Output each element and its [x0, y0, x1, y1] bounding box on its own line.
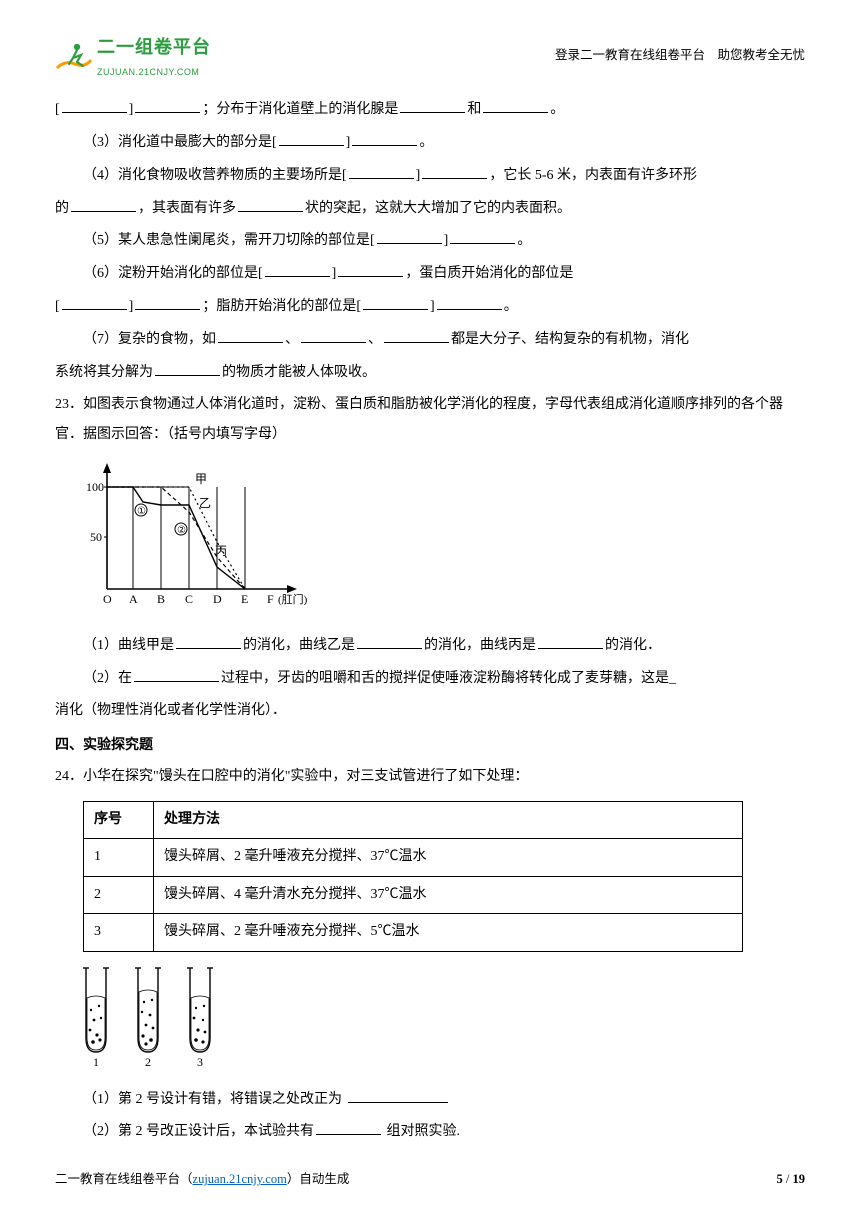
ytick-100: 100 [86, 480, 104, 494]
test-tube-3: 3 [187, 968, 213, 1069]
q22-p6a: （6）淀粉开始消化的部位是[]，蛋白质开始消化的部位是 [55, 259, 805, 290]
q23-p2: （2）在过程中，牙齿的咀嚼和舌的搅拌促使唾液淀粉酶将转化成了麦芽糖，这是_ [55, 664, 805, 695]
q24-tubes: 1 2 [72, 960, 805, 1081]
col-seq: 序号 [84, 801, 154, 839]
svg-text:A: A [129, 592, 138, 606]
svg-text:①: ① [137, 506, 146, 517]
svg-text:丙: 丙 [215, 544, 227, 558]
svg-text:②: ② [177, 525, 186, 536]
q24-stem: 24．小华在探究"馒头在口腔中的消化"实验中，对三支试管进行了如下处理： [55, 762, 805, 793]
q22-p4b: 的，其表面有许多状的突起，这就大大增加了它的内表面积。 [55, 194, 805, 225]
footer-left: 二一教育在线组卷平台（zujuan.21cnjy.com）自动生成 [55, 1168, 349, 1192]
svg-text:甲: 甲 [195, 472, 207, 486]
footer-page: 5 / 19 [777, 1168, 805, 1192]
section4-title: 四、实验探究题 [55, 733, 805, 760]
q23-stem: 23．如图表示食物通过人体消化道时，淀粉、蛋白质和脂肪被化学消化的程度，字母代表… [55, 390, 805, 449]
svg-text:3: 3 [197, 1055, 203, 1069]
q23-p1: （1）曲线甲是的消化，曲线乙是的消化，曲线丙是的消化． [55, 631, 805, 662]
q22-p7b: 系统将其分解为的物质才能被人体吸收。 [55, 358, 805, 389]
logo-subtitle: ZUJUAN.21CNJY.COM [97, 64, 211, 81]
q22-line1: []；分布于消化道壁上的消化腺是和。 [55, 95, 805, 126]
header-slogan: 登录二一教育在线组卷平台 助您教考全无忧 [555, 44, 805, 68]
svg-text:2: 2 [145, 1055, 151, 1069]
table-row: 3 馒头碎屑、2 毫升唾液充分搅拌、5℃温水 [84, 914, 743, 952]
test-tube-1: 1 [83, 968, 109, 1069]
page-footer: 二一教育在线组卷平台（zujuan.21cnjy.com）自动生成 5 / 19 [55, 1168, 805, 1192]
q24-p2: （2）第 2 号改正设计后，本试验共有 组对照实验. [55, 1117, 805, 1148]
q22-p7a: （7）复杂的食物，如、、都是大分子、结构复杂的有机物，消化 [55, 325, 805, 356]
svg-text:1: 1 [93, 1055, 99, 1069]
table-row: 1 馒头碎屑、2 毫升唾液充分搅拌、37℃温水 [84, 839, 743, 877]
q22-p5: （5）某人患急性阑尾炎，需开刀切除的部位是[]。 [55, 226, 805, 257]
col-method: 处理方法 [154, 801, 743, 839]
svg-text:O: O [103, 592, 112, 606]
q23-chart: 100 50 甲 乙 丙 ① ② O [83, 457, 805, 623]
ytick-50: 50 [90, 530, 102, 544]
svg-text:D: D [213, 592, 222, 606]
logo: 二一组卷平台 ZUJUAN.21CNJY.COM [55, 30, 211, 81]
page-header: 二一组卷平台 ZUJUAN.21CNJY.COM 登录二一教育在线组卷平台 助您… [55, 30, 805, 81]
svg-text:E: E [241, 592, 248, 606]
logo-title: 二一组卷平台 [97, 30, 211, 64]
svg-text:B: B [157, 592, 165, 606]
q24-table: 序号 处理方法 1 馒头碎屑、2 毫升唾液充分搅拌、37℃温水 2 馒头碎屑、4… [83, 801, 743, 952]
table-header-row: 序号 处理方法 [84, 801, 743, 839]
svg-text:(肛门): (肛门) [278, 592, 308, 606]
q22-p3: （3）消化道中最膨大的部分是[]。 [55, 128, 805, 159]
footer-link[interactable]: zujuan.21cnjy.com [193, 1172, 287, 1186]
q23-p2b: 消化（物理性消化或者化学性消化）． [55, 696, 805, 727]
svg-text:乙: 乙 [199, 496, 211, 510]
svg-text:F: F [267, 592, 274, 606]
logo-text-block: 二一组卷平台 ZUJUAN.21CNJY.COM [97, 30, 211, 81]
q22-p4a: （4）消化食物吸收营养物质的主要场所是[]，它长 5-6 米，内表面有许多环形 [55, 161, 805, 192]
q24-p1: （1）第 2 号设计有错，将错误之处改正为 [55, 1085, 805, 1116]
test-tube-2: 2 [135, 968, 161, 1069]
q22-p6b: []；脂肪开始消化的部位是[]。 [55, 292, 805, 323]
svg-text:C: C [185, 592, 193, 606]
table-row: 2 馒头碎屑、4 毫升清水充分搅拌、37℃温水 [84, 876, 743, 914]
page-content: []；分布于消化道壁上的消化腺是和。 （3）消化道中最膨大的部分是[]。 （4）… [55, 95, 805, 1148]
logo-icon [55, 40, 93, 72]
